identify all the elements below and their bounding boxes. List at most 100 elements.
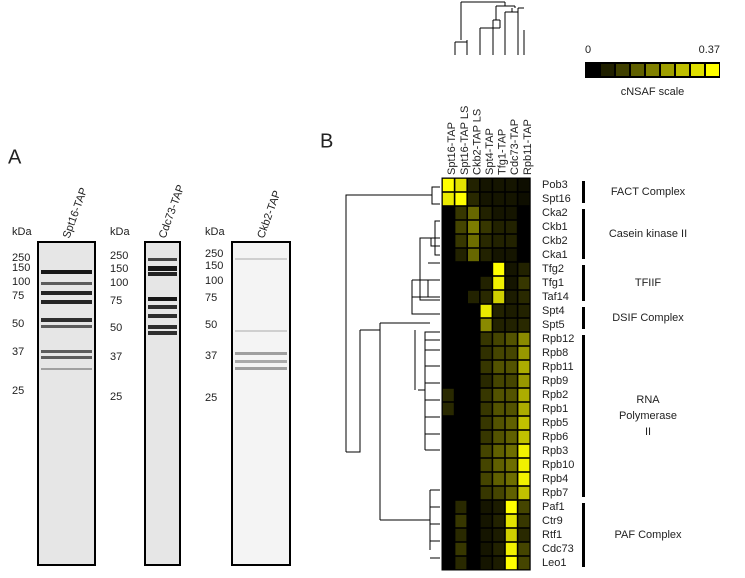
heatmap-cell <box>480 458 492 472</box>
scale-max: 0.37 <box>699 44 720 56</box>
heatmap-cell <box>518 416 530 430</box>
heatmap-cell <box>468 416 479 430</box>
heatmap-cell <box>505 178 517 192</box>
heatmap-cell <box>468 346 479 360</box>
heatmap-cell <box>455 486 467 500</box>
heatmap-cell <box>455 500 467 514</box>
scale-step <box>631 64 644 76</box>
heatmap-cell <box>442 234 454 248</box>
heatmap-cell <box>518 402 530 416</box>
gel <box>37 241 96 566</box>
heatmap-cell <box>493 360 505 374</box>
heatmap-cell <box>505 528 517 542</box>
heatmap-cell <box>505 430 517 444</box>
heatmap-cell <box>518 374 530 388</box>
heatmap-cell <box>505 486 517 500</box>
heatmap-cell <box>493 234 505 248</box>
heatmap-cell <box>455 290 467 304</box>
heatmap-cell <box>480 402 492 416</box>
row-label: Rtf1 <box>542 529 562 541</box>
heatmap-cell <box>480 304 492 318</box>
heatmap-cell <box>480 486 492 500</box>
heatmap-cell <box>505 458 517 472</box>
heatmap-cell <box>505 542 517 556</box>
unit-label: kDa <box>12 226 32 238</box>
heatmap-cell <box>455 192 467 206</box>
heatmap-cell <box>480 318 492 332</box>
gel-title: Spt16-TAP <box>61 186 90 240</box>
heatmap-cell <box>480 500 492 514</box>
marker-label: 150 <box>12 262 30 274</box>
band <box>235 330 287 332</box>
heatmap-cell <box>505 304 517 318</box>
band <box>235 360 287 363</box>
heatmap-cell <box>442 248 454 262</box>
complex-label: FACT Complex <box>611 186 686 198</box>
marker-label: 25 <box>110 391 122 403</box>
heatmap-cell <box>493 178 505 192</box>
band <box>148 325 177 329</box>
marker-label: 250 <box>12 252 30 264</box>
heatmap-cell <box>468 304 479 318</box>
row-label: Rpb9 <box>542 375 568 387</box>
heatmap-cell <box>442 262 454 276</box>
heatmap-cell <box>493 332 505 346</box>
heatmap-cell <box>505 556 517 570</box>
heatmap-cell <box>455 332 467 346</box>
heatmap-cell <box>442 346 454 360</box>
heatmap-cell <box>468 332 479 346</box>
marker-label: 250 <box>205 248 223 260</box>
heatmap-cell <box>468 388 479 402</box>
unit-label: kDa <box>205 226 225 238</box>
heatmap-cell <box>468 178 479 192</box>
marker-label: 100 <box>12 276 30 288</box>
heatmap-cell <box>493 416 505 430</box>
row-label: Cka2 <box>542 207 568 219</box>
heatmap-cell <box>468 248 479 262</box>
column-label: Spt16-TAP <box>446 122 458 175</box>
column-label: Ckb2-TAP LS <box>471 109 483 175</box>
scale-step <box>646 64 659 76</box>
heatmap-cell <box>505 500 517 514</box>
heatmap-cell <box>455 318 467 332</box>
heatmap-cell <box>468 458 479 472</box>
heatmap-cell <box>518 234 530 248</box>
heatmap-cell <box>442 486 454 500</box>
heatmap-cell <box>455 444 467 458</box>
heatmap-cell <box>493 192 505 206</box>
scale-step <box>676 64 689 76</box>
heatmap-cell <box>480 416 492 430</box>
heatmap-cell <box>518 346 530 360</box>
heatmap-cell <box>442 528 454 542</box>
band <box>148 305 177 309</box>
heatmap-cell <box>505 360 517 374</box>
complex-bar <box>582 307 585 329</box>
unit-label: kDa <box>110 226 130 238</box>
heatmap-cell <box>493 430 505 444</box>
row-label: Ctr9 <box>542 515 563 527</box>
heatmap-cell <box>442 514 454 528</box>
heatmap-cell <box>518 262 530 276</box>
column-label: Tfg1-TAP <box>497 129 509 175</box>
heatmap-cell <box>493 248 505 262</box>
heatmap-cell <box>480 556 492 570</box>
heatmap-cell <box>493 206 505 220</box>
band <box>148 331 177 335</box>
complex-label: II <box>645 426 651 438</box>
heatmap-cell <box>518 542 530 556</box>
heatmap-cell <box>442 556 454 570</box>
scale-step <box>706 64 719 76</box>
marker-label: 75 <box>205 292 217 304</box>
heatmap-cell <box>455 248 467 262</box>
heatmap-cell <box>493 458 505 472</box>
heatmap-cell <box>455 514 467 528</box>
heatmap-cell <box>505 444 517 458</box>
marker-label: 75 <box>110 295 122 307</box>
complex-bar <box>582 209 585 259</box>
row-label: Rpb12 <box>542 333 574 345</box>
column-label: Spt4-TAP <box>484 128 496 175</box>
heatmap-cell <box>455 304 467 318</box>
row-label: Cka1 <box>542 249 568 261</box>
heatmap-cell <box>480 276 492 290</box>
marker-label: 25 <box>12 385 24 397</box>
